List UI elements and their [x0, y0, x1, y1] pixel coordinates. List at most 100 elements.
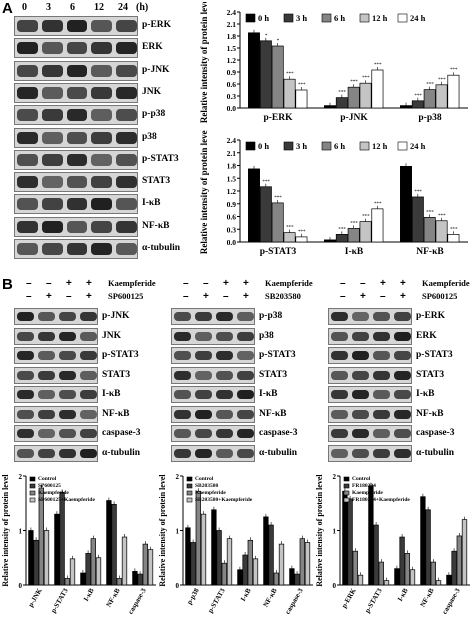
- blot-band: [331, 370, 348, 380]
- legend-swatch: [343, 497, 350, 503]
- blot-band: [17, 429, 34, 438]
- blot-band: [41, 109, 63, 122]
- significance-label: ***: [286, 72, 294, 77]
- blot-band: [237, 390, 254, 399]
- blot-band: [352, 331, 369, 341]
- bar: [247, 539, 253, 586]
- blot-band: [41, 86, 63, 99]
- legend-label: SP600125: [38, 483, 61, 489]
- blot-band: [352, 448, 369, 458]
- blot-band: [38, 448, 55, 458]
- legend-label: 3 h: [296, 13, 307, 23]
- blot-band: [91, 64, 113, 77]
- bar: [347, 498, 353, 586]
- blot-band: [41, 153, 63, 166]
- blot-label: I-κB: [259, 389, 278, 399]
- blot-label: STAT3: [102, 369, 131, 380]
- bar: [378, 561, 384, 586]
- blot-band: [352, 409, 369, 419]
- treatment-sign: +: [243, 278, 249, 289]
- blot-label: p-STAT3: [142, 153, 179, 164]
- legend-label: Kaempferide: [38, 490, 69, 496]
- panel-a-label: A: [2, 0, 13, 17]
- blot-band: [195, 448, 212, 458]
- blot-band: [66, 243, 88, 255]
- legend-label: 6 h: [334, 141, 345, 151]
- category-label: p-STAT3: [363, 587, 384, 615]
- treatment-sign: –: [46, 278, 52, 289]
- blot-band: [331, 429, 348, 438]
- blot-band: [41, 243, 63, 255]
- blot-label: STAT3: [142, 176, 171, 187]
- bar: [324, 239, 336, 243]
- blot-band: [352, 390, 369, 399]
- bar: [299, 538, 305, 586]
- blot-band: [59, 448, 76, 458]
- blot-band: [116, 42, 137, 55]
- bar: [347, 86, 360, 109]
- bar: [357, 574, 364, 586]
- bar: [359, 221, 372, 243]
- treatment-sign: –: [26, 291, 32, 302]
- blot-strip: [14, 308, 98, 325]
- blot-band: [331, 448, 348, 458]
- blot-band: [373, 370, 390, 380]
- category-label: caspase-3: [284, 587, 305, 616]
- bar: [237, 569, 243, 586]
- panel-b-chart-p38: 0 1 2 Relative intensity of protein level p-…: [157, 468, 317, 629]
- treatment-sign: –: [203, 278, 209, 289]
- chart-svg: 0.0 0.3 0.6 0.9 1.2 1.5 1.8 2.1 2.4 Relative inte…: [199, 127, 468, 257]
- blot-band: [66, 64, 88, 77]
- blot-band: [17, 390, 34, 399]
- bar: [335, 233, 348, 243]
- treatment-sign: –: [223, 291, 229, 302]
- blot-band: [59, 331, 76, 341]
- treatment-sign: +: [223, 278, 229, 289]
- blot-band: [17, 448, 34, 458]
- blot-strip: [171, 347, 255, 364]
- blot-band: [17, 64, 38, 77]
- blot-band: [59, 351, 76, 360]
- blot-band: [66, 20, 88, 32]
- bar: [80, 572, 86, 586]
- blot-band: [237, 448, 254, 458]
- blot-band: [59, 390, 76, 399]
- bar: [273, 572, 279, 586]
- significance-label: ***: [362, 76, 370, 81]
- blot-band: [17, 331, 34, 341]
- panel-b-chart-jnk: 0 1 2 Relative intensity of protein level p-…: [0, 468, 160, 629]
- bar: [430, 561, 436, 586]
- blot-strip: [171, 425, 255, 442]
- treatment-sign: +: [46, 291, 52, 302]
- bar: [259, 40, 272, 109]
- category-label: NF-κB: [416, 247, 444, 257]
- blot-band: [216, 429, 233, 438]
- significance-label: ***: [426, 210, 434, 215]
- blot-label: p-JNK: [102, 311, 130, 321]
- blot-label: caspase-3: [416, 428, 455, 438]
- treatment-sign: –: [66, 291, 72, 302]
- blot-band: [174, 351, 191, 360]
- y-tick-label: 0.3: [227, 225, 237, 234]
- bar: [278, 543, 285, 586]
- category-label: p-JNK: [27, 587, 44, 609]
- treatment-name: Kaempferide: [265, 278, 313, 288]
- blot-band: [174, 370, 191, 380]
- legend-swatch: [321, 13, 332, 23]
- blot-band: [41, 64, 63, 77]
- legend-swatch: [186, 476, 193, 482]
- blot-label: p-JNK: [142, 64, 170, 75]
- y-tick-label: 0.0: [227, 104, 237, 113]
- blot-label: NF-κB: [142, 220, 170, 231]
- bar: [242, 554, 248, 586]
- timepoint-label: 12: [94, 2, 104, 13]
- blot-band: [17, 176, 38, 189]
- blot-strip: [14, 386, 98, 403]
- blot-band: [66, 198, 88, 211]
- panel-a-blots: p-ERK ERK p-JNK JNK p-p38 p38 p-STAT3 STAT3 I-κB…: [0, 0, 200, 260]
- legend-swatch: [397, 141, 408, 151]
- blot-strip: [328, 386, 412, 403]
- y-axis-label: Relative intensity of protein level: [199, 130, 209, 254]
- blot-band: [91, 220, 113, 233]
- blot-label: p-p38: [259, 311, 283, 321]
